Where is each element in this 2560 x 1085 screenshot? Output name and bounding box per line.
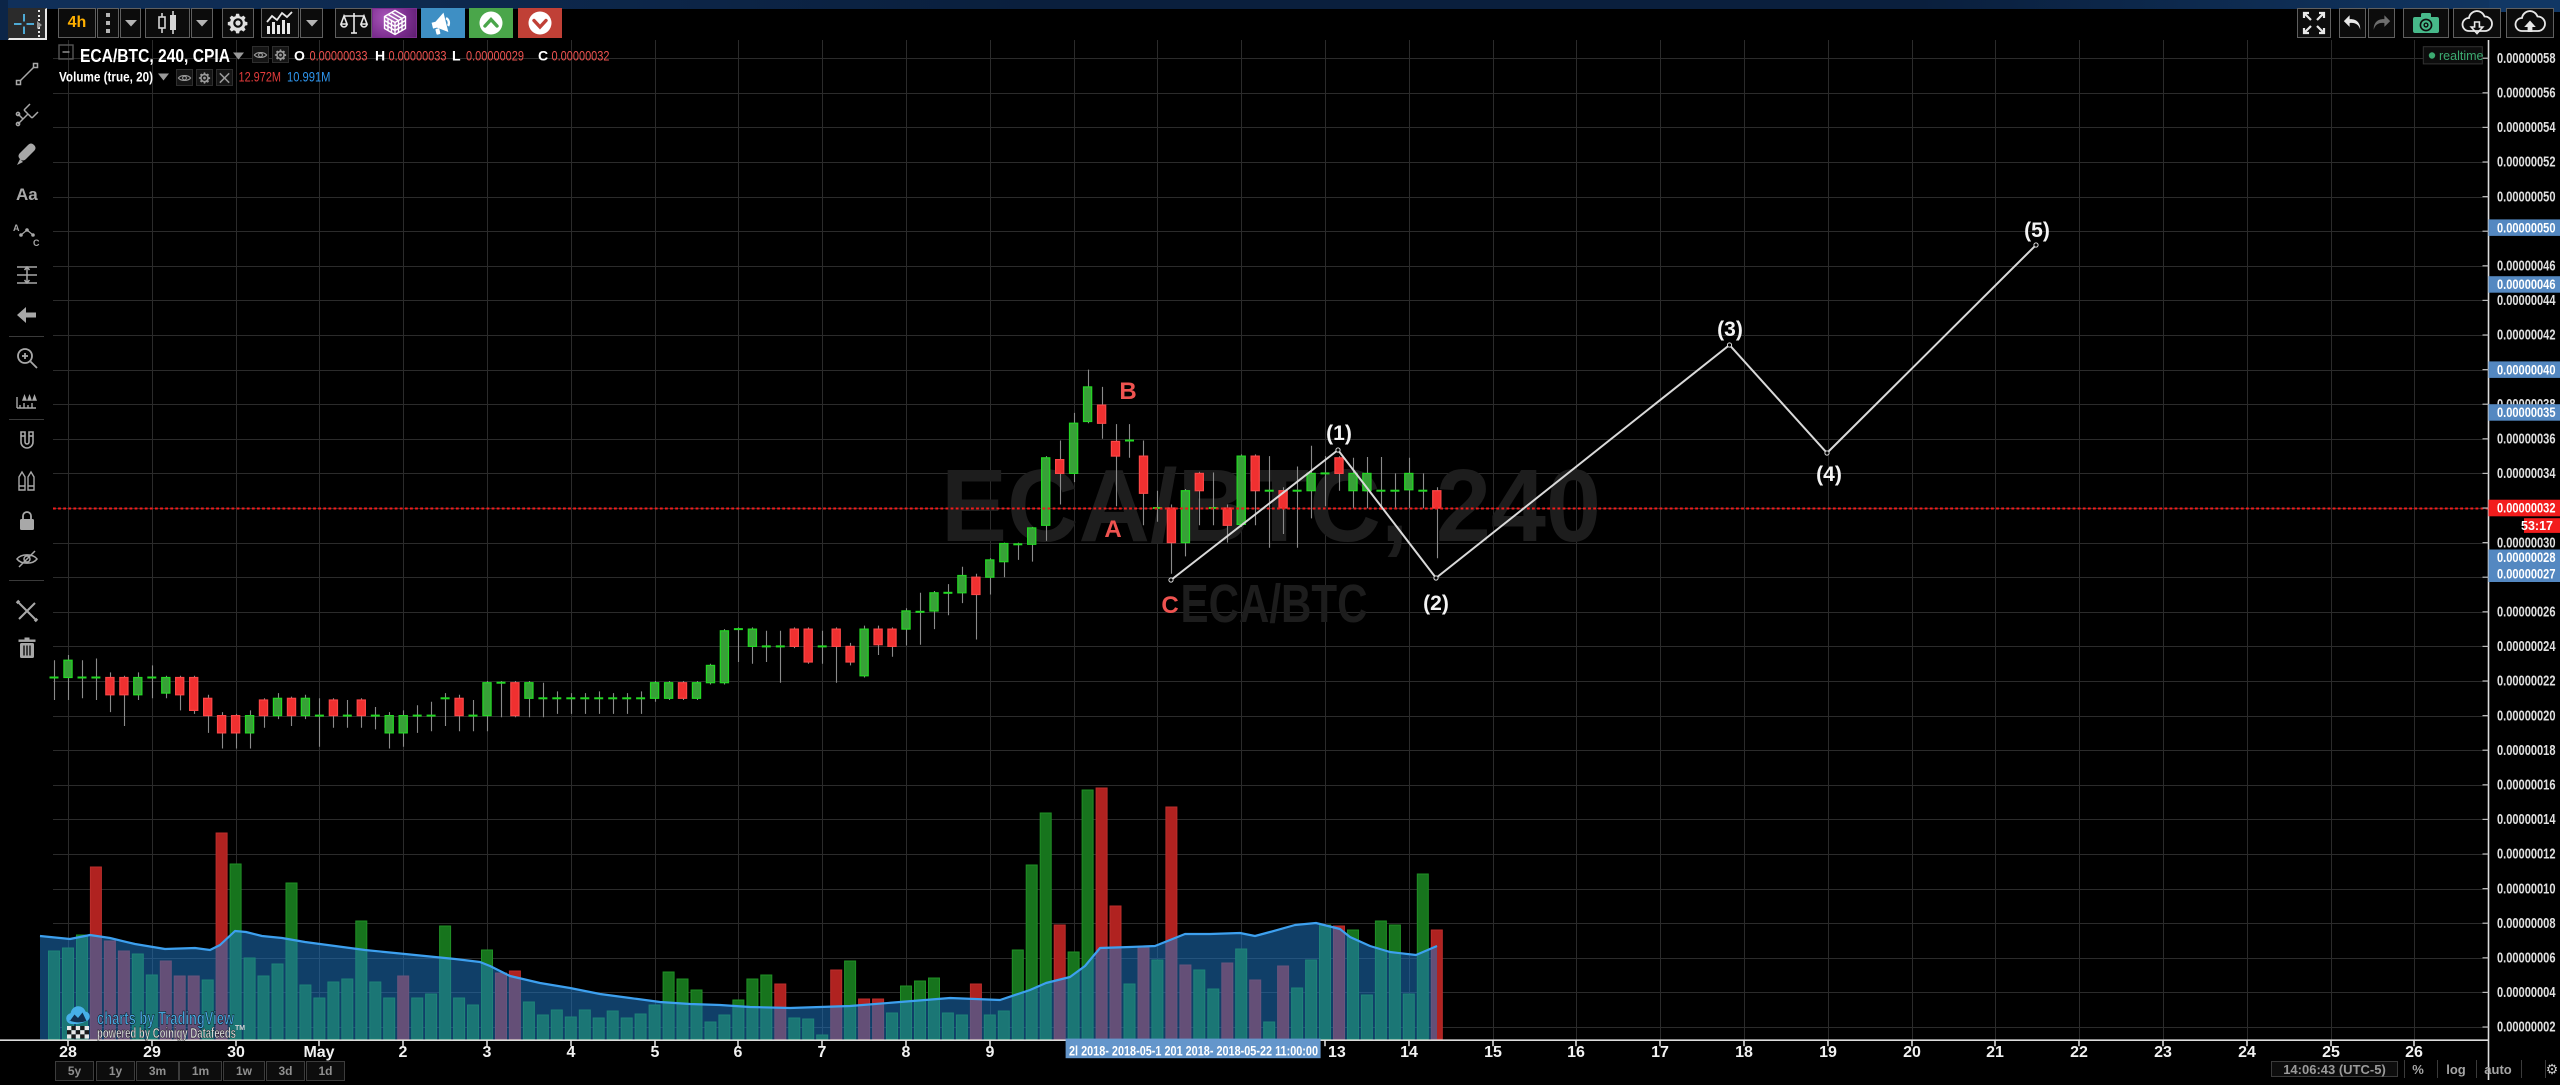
svg-text:24: 24 bbox=[2238, 1044, 2256, 1061]
svg-text:0.00000033: 0.00000033 bbox=[310, 48, 368, 64]
svg-text:8: 8 bbox=[902, 1044, 911, 1061]
svg-text:0.00000022: 0.00000022 bbox=[2497, 674, 2556, 690]
svg-text:ECA/BTC: ECA/BTC bbox=[1181, 574, 1368, 634]
svg-text:23: 23 bbox=[2154, 1044, 2172, 1061]
svg-text:6: 6 bbox=[734, 1044, 743, 1061]
svg-text:0.00000036: 0.00000036 bbox=[2497, 432, 2556, 448]
svg-text:0.00000002: 0.00000002 bbox=[2497, 1020, 2556, 1036]
svg-text:0.00000032: 0.00000032 bbox=[552, 48, 610, 64]
svg-text:9: 9 bbox=[986, 1044, 995, 1061]
svg-text:12.972M: 12.972M bbox=[239, 69, 282, 85]
svg-text:powered by Coinigy Datafeeds: powered by Coinigy Datafeeds bbox=[97, 1026, 236, 1042]
svg-text:B: B bbox=[1119, 378, 1136, 405]
svg-text:15: 15 bbox=[1484, 1044, 1502, 1061]
svg-text:C: C bbox=[33, 238, 40, 248]
svg-text:0.00000008: 0.00000008 bbox=[2497, 916, 2556, 932]
svg-text:L: L bbox=[452, 48, 461, 64]
svg-text:O: O bbox=[294, 48, 305, 64]
svg-text:0.00000026: 0.00000026 bbox=[2497, 605, 2556, 621]
svg-text:ECA/BTC, 240: ECA/BTC, 240 bbox=[941, 448, 1601, 563]
svg-text:7: 7 bbox=[818, 1044, 827, 1061]
svg-text:0.00000024: 0.00000024 bbox=[2497, 639, 2556, 655]
svg-text:C: C bbox=[1161, 592, 1178, 619]
svg-text:A: A bbox=[1104, 516, 1121, 543]
svg-text:A: A bbox=[13, 223, 20, 233]
svg-text:(5): (5) bbox=[2024, 219, 2050, 242]
svg-text:0.00000006: 0.00000006 bbox=[2497, 951, 2556, 967]
svg-text:0.00000033: 0.00000033 bbox=[389, 48, 447, 64]
svg-text:28: 28 bbox=[59, 1044, 77, 1061]
svg-text:H: H bbox=[375, 48, 385, 64]
svg-text:0.00000056: 0.00000056 bbox=[2497, 86, 2556, 102]
svg-text:0.00000058: 0.00000058 bbox=[2497, 51, 2556, 67]
svg-text:26: 26 bbox=[2405, 1044, 2423, 1061]
svg-text:53:17: 53:17 bbox=[2521, 519, 2553, 533]
svg-text:0.00000016: 0.00000016 bbox=[2497, 778, 2556, 794]
svg-text:Volume (true, 20): Volume (true, 20) bbox=[59, 69, 153, 85]
svg-text:16: 16 bbox=[1567, 1044, 1585, 1061]
svg-text:0.00000044: 0.00000044 bbox=[2497, 293, 2556, 309]
svg-text:0.00000028: 0.00000028 bbox=[2497, 549, 2556, 565]
svg-text:18: 18 bbox=[1735, 1044, 1753, 1061]
svg-text:0.00000050: 0.00000050 bbox=[2497, 219, 2556, 235]
svg-text:0.00000042: 0.00000042 bbox=[2497, 328, 2556, 344]
svg-text:5: 5 bbox=[651, 1044, 660, 1061]
svg-text:(4): (4) bbox=[1816, 463, 1842, 486]
svg-text:Aa: Aa bbox=[16, 185, 38, 204]
svg-text:(1): (1) bbox=[1326, 422, 1352, 445]
svg-text:0.00000029: 0.00000029 bbox=[466, 48, 524, 64]
svg-text:ECA/BTC, 240, CPIA: ECA/BTC, 240, CPIA bbox=[80, 46, 230, 66]
svg-text:0.00000032: 0.00000032 bbox=[2497, 500, 2556, 516]
svg-text:3: 3 bbox=[483, 1044, 492, 1061]
svg-text:May: May bbox=[303, 1044, 334, 1061]
svg-text:0.00000034: 0.00000034 bbox=[2497, 466, 2556, 482]
svg-text:20: 20 bbox=[1903, 1044, 1921, 1061]
svg-text:0.00000040: 0.00000040 bbox=[2497, 361, 2556, 377]
svg-text:22: 22 bbox=[2070, 1044, 2088, 1061]
svg-text:0.00000018: 0.00000018 bbox=[2497, 743, 2556, 759]
svg-text:C: C bbox=[538, 48, 548, 64]
svg-text:10.991M: 10.991M bbox=[287, 69, 331, 85]
svg-text:0.00000004: 0.00000004 bbox=[2497, 985, 2556, 1001]
svg-text:realtime: realtime bbox=[2439, 49, 2484, 63]
svg-text:19: 19 bbox=[1819, 1044, 1837, 1061]
svg-text:0.00000050: 0.00000050 bbox=[2497, 189, 2556, 205]
svg-text:21: 21 bbox=[1986, 1044, 2004, 1061]
svg-text:TM: TM bbox=[235, 1025, 245, 1032]
svg-text:14: 14 bbox=[1400, 1044, 1418, 1061]
svg-text:0.00000012: 0.00000012 bbox=[2497, 847, 2556, 863]
svg-text:0.00000052: 0.00000052 bbox=[2497, 155, 2556, 171]
svg-text:(2): (2) bbox=[1423, 592, 1449, 615]
svg-text:0.00000020: 0.00000020 bbox=[2497, 708, 2556, 724]
svg-text:0.00000010: 0.00000010 bbox=[2497, 881, 2556, 897]
svg-text:2: 2 bbox=[399, 1044, 408, 1061]
svg-text:4: 4 bbox=[567, 1044, 576, 1061]
svg-text:17: 17 bbox=[1651, 1044, 1669, 1061]
svg-text:30: 30 bbox=[227, 1044, 245, 1061]
svg-text:13: 13 bbox=[1328, 1044, 1346, 1061]
svg-text:0.00000046: 0.00000046 bbox=[2497, 276, 2556, 292]
svg-text:0.00000046: 0.00000046 bbox=[2497, 259, 2556, 275]
svg-text:25: 25 bbox=[2322, 1044, 2340, 1061]
svg-text:0.00000054: 0.00000054 bbox=[2497, 120, 2556, 136]
svg-text:(3): (3) bbox=[1717, 318, 1743, 341]
svg-text:2l 2018- 2018-05-1 201 2018- 2: 2l 2018- 2018-05-1 201 2018- 2018-05-22 … bbox=[1069, 1043, 1318, 1059]
svg-text:0.00000027: 0.00000027 bbox=[2497, 565, 2556, 581]
svg-text:0.00000014: 0.00000014 bbox=[2497, 812, 2556, 828]
svg-text:0.00000035: 0.00000035 bbox=[2497, 404, 2556, 420]
svg-text:29: 29 bbox=[143, 1044, 161, 1061]
